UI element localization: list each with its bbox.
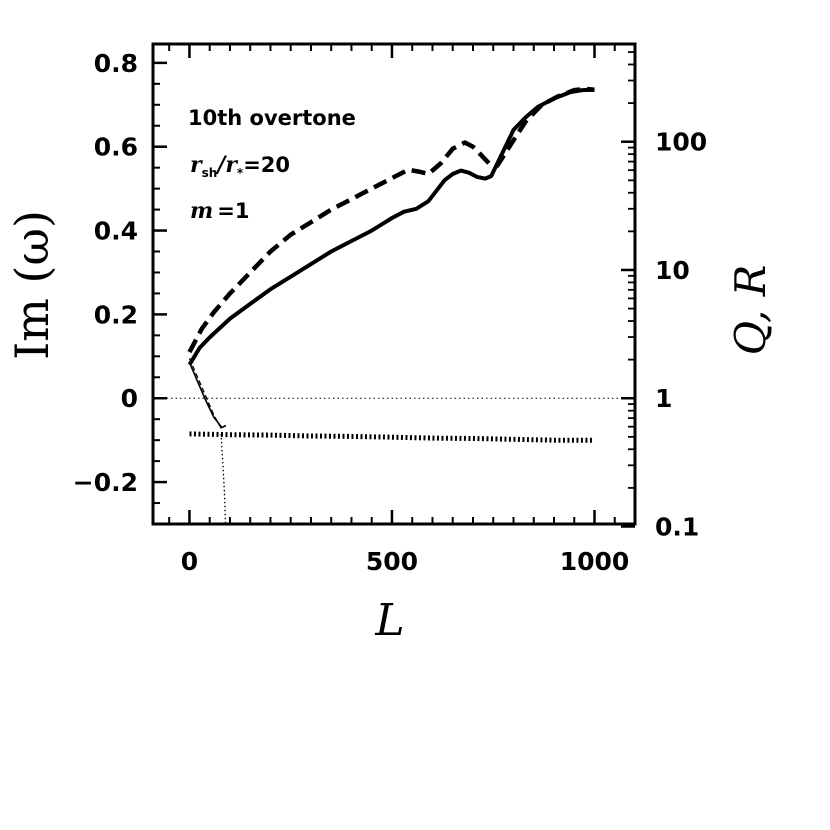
annotation-sub-star: * [237, 166, 244, 180]
y2-tick-label: 0.1 [655, 513, 699, 542]
x-axis-title: L [374, 595, 404, 646]
y2-axis-title: Q, R [726, 265, 775, 356]
series-layer [187, 86, 595, 525]
series-line-dashed-thin [188, 358, 223, 431]
y-axis-title: Im (ω) [5, 210, 59, 360]
annotation-overtone: 10th overtone [188, 106, 356, 130]
annotation-m-value: =1 [217, 199, 249, 223]
annotation-radius-ratio: rsh/r*=20 [190, 152, 290, 180]
annotation-m: m =1 [190, 198, 250, 224]
y-tick-label: −0.2 [73, 468, 138, 497]
series-line-dotted-thin [220, 433, 227, 525]
y2-tick-label: 10 [655, 256, 690, 285]
y2-tick-label: 1 [655, 384, 672, 413]
series-line-solid-thin [188, 362, 227, 429]
tick-labels-layer: 0 500 1000 0.8 0.6 0.4 0.2 0 −0.2 100 10 1 0.1 [73, 49, 707, 576]
annotation-eq-20: =20 [243, 153, 290, 177]
y-tick-label: 0.4 [94, 217, 138, 246]
series-line-solid-thick [187, 87, 595, 366]
series-line-dotted-thick [189, 431, 595, 443]
y2-tick-label: 100 [655, 128, 707, 157]
x-tick-label: 500 [366, 547, 418, 576]
annotation-sub-sh: sh [202, 166, 218, 180]
annotation-slash: / [215, 152, 227, 178]
y-tick-label: 0.8 [94, 49, 138, 78]
y-tick-label: 0 [121, 384, 138, 413]
annotation-m-symbol: m [190, 198, 213, 224]
annotation-block: 10th overtone rsh/r*=20 m =1 [188, 106, 356, 224]
y-tick-label: 0.6 [94, 133, 138, 162]
annotation-r2: r [225, 152, 238, 178]
x-tick-label: 0 [181, 547, 198, 576]
ticks-layer [153, 44, 635, 528]
x-tick-label: 1000 [560, 547, 630, 576]
y-tick-label: 0.2 [94, 300, 138, 329]
plot-frame [151, 42, 637, 526]
annotation-r: r [190, 152, 203, 178]
plot-area [151, 42, 637, 526]
